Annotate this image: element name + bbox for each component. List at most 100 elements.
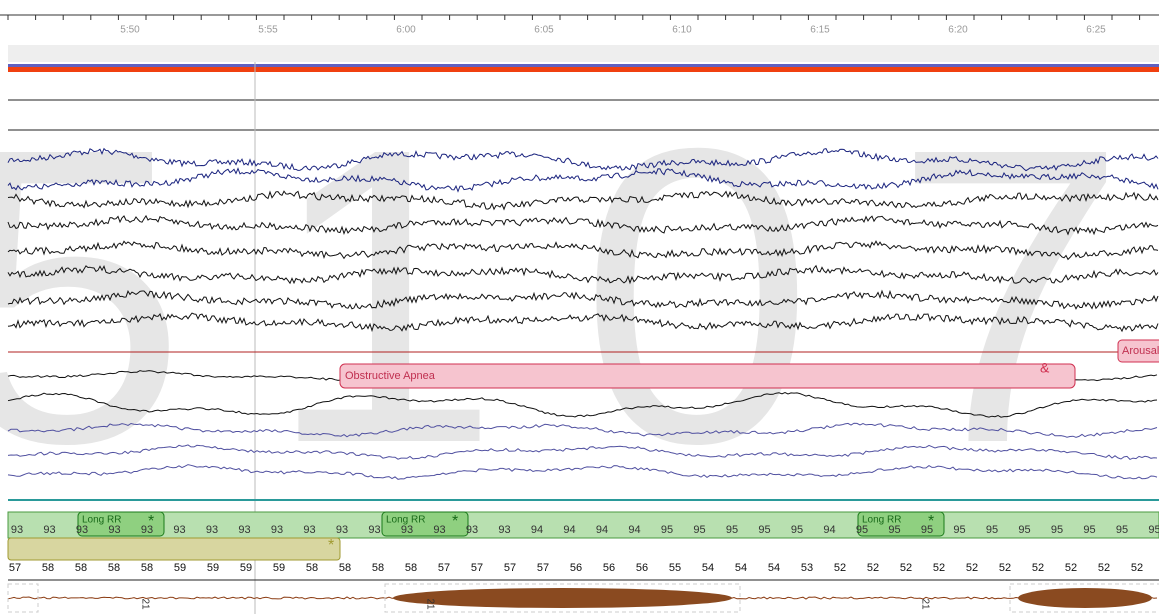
- hr-value: 58: [75, 562, 87, 574]
- event-label: Long RR: [862, 515, 901, 526]
- long-rr-event[interactable]: [857, 511, 945, 537]
- spo2-value: 93: [466, 524, 478, 536]
- hr-value: 59: [240, 562, 252, 574]
- spo2-value: 93: [11, 524, 23, 536]
- spo2-value: 95: [791, 524, 803, 536]
- hr-value: 52: [1032, 562, 1044, 574]
- spo2-value: 95: [661, 524, 673, 536]
- signal-trace: [7, 391, 1158, 418]
- hr-value: 58: [372, 562, 384, 574]
- hr-value: 58: [108, 562, 120, 574]
- hr-value: 58: [339, 562, 351, 574]
- header-band: [8, 45, 1159, 62]
- hr-value: 54: [768, 562, 780, 574]
- signal-trace: [7, 214, 1159, 236]
- hr-value: 56: [570, 562, 582, 574]
- hr-value: 58: [42, 562, 54, 574]
- time-label: 6:10: [672, 25, 692, 36]
- signal-trace: [7, 190, 1159, 211]
- spo2-value: 93: [108, 524, 120, 536]
- spo2-value: 94: [628, 524, 640, 536]
- desat-event[interactable]: [7, 537, 341, 561]
- band-line: [8, 64, 1159, 67]
- time-label: 5:50: [120, 25, 140, 36]
- hr-value: 55: [669, 562, 681, 574]
- time-label: 6:00: [396, 25, 416, 36]
- hr-value: 52: [1065, 562, 1077, 574]
- spo2-value: 94: [531, 524, 543, 536]
- spo2-value: 95: [693, 524, 705, 536]
- event-label: Long RR: [386, 515, 425, 526]
- hr-value: 52: [1131, 562, 1143, 574]
- time-label: 6:20: [948, 25, 968, 36]
- hr-value: 53: [801, 562, 813, 574]
- signal-trace: [7, 444, 1158, 460]
- spo2-value: 95: [953, 524, 965, 536]
- spo2-value: 94: [823, 524, 835, 536]
- spo2-value: 95: [758, 524, 770, 536]
- spo2-value: 94: [563, 524, 575, 536]
- event-label: Arousal: [1122, 345, 1159, 357]
- long-rr-event[interactable]: [77, 511, 165, 537]
- spo2-value: 95: [1051, 524, 1063, 536]
- hr-value: 54: [702, 562, 714, 574]
- spo2-value: 93: [433, 524, 445, 536]
- signal-trace: [7, 312, 1159, 333]
- spo2-value: 93: [141, 524, 153, 536]
- hr-value: 57: [9, 562, 21, 574]
- snore-envelope: [1018, 588, 1152, 608]
- signal-trace: [7, 464, 1158, 480]
- spo2-value: 93: [336, 524, 348, 536]
- spo2-value: 93: [76, 524, 88, 536]
- event-marker: *: [452, 513, 458, 530]
- signal-trace: [7, 289, 1159, 310]
- spo2-value: 95: [921, 524, 933, 536]
- time-label: 6:25: [1086, 25, 1106, 36]
- hr-value: 52: [867, 562, 879, 574]
- spo2-value: 95: [888, 524, 900, 536]
- page-marker: 21: [139, 598, 150, 610]
- spo2-value: 95: [726, 524, 738, 536]
- hr-value: 52: [834, 562, 846, 574]
- hr-value: 57: [438, 562, 450, 574]
- spo2-value: 95: [856, 524, 868, 536]
- long-rr-event[interactable]: [381, 511, 469, 537]
- page-marker: 21: [424, 598, 435, 610]
- band-line: [8, 67, 1159, 72]
- event-marker: *: [148, 513, 154, 530]
- spo2-value: 93: [271, 524, 283, 536]
- hr-value: 52: [900, 562, 912, 574]
- spo2-value: 93: [173, 524, 185, 536]
- time-label: 6:15: [810, 25, 830, 36]
- spo2-value: 93: [303, 524, 315, 536]
- spo2-band: [7, 511, 1159, 539]
- hr-value: 57: [537, 562, 549, 574]
- spo2-value: 93: [368, 524, 380, 536]
- hr-value: 59: [174, 562, 186, 574]
- hr-value: 57: [504, 562, 516, 574]
- spo2-value: 95: [1148, 524, 1159, 536]
- watermark: 5107: [0, 62, 1159, 531]
- arousal-event[interactable]: [1117, 339, 1159, 363]
- hr-value: 59: [273, 562, 285, 574]
- signal-trace: [7, 422, 1158, 438]
- hr-value: 58: [306, 562, 318, 574]
- signal-trace: [7, 240, 1159, 261]
- event-marker: *: [328, 537, 334, 554]
- spo2-value: 93: [206, 524, 218, 536]
- apnea-event[interactable]: [339, 363, 1076, 389]
- hr-value: 52: [966, 562, 978, 574]
- page-box: [7, 583, 39, 613]
- hr-value: 54: [735, 562, 747, 574]
- spo2-value: 93: [238, 524, 250, 536]
- spo2-value: 95: [1116, 524, 1128, 536]
- signal-trace: [7, 147, 1159, 172]
- spo2-value: 93: [401, 524, 413, 536]
- event-marker: &: [1040, 360, 1050, 376]
- spo2-value: 95: [1018, 524, 1030, 536]
- event-marker: *: [928, 513, 934, 530]
- spo2-value: 93: [498, 524, 510, 536]
- spo2-value: 93: [43, 524, 55, 536]
